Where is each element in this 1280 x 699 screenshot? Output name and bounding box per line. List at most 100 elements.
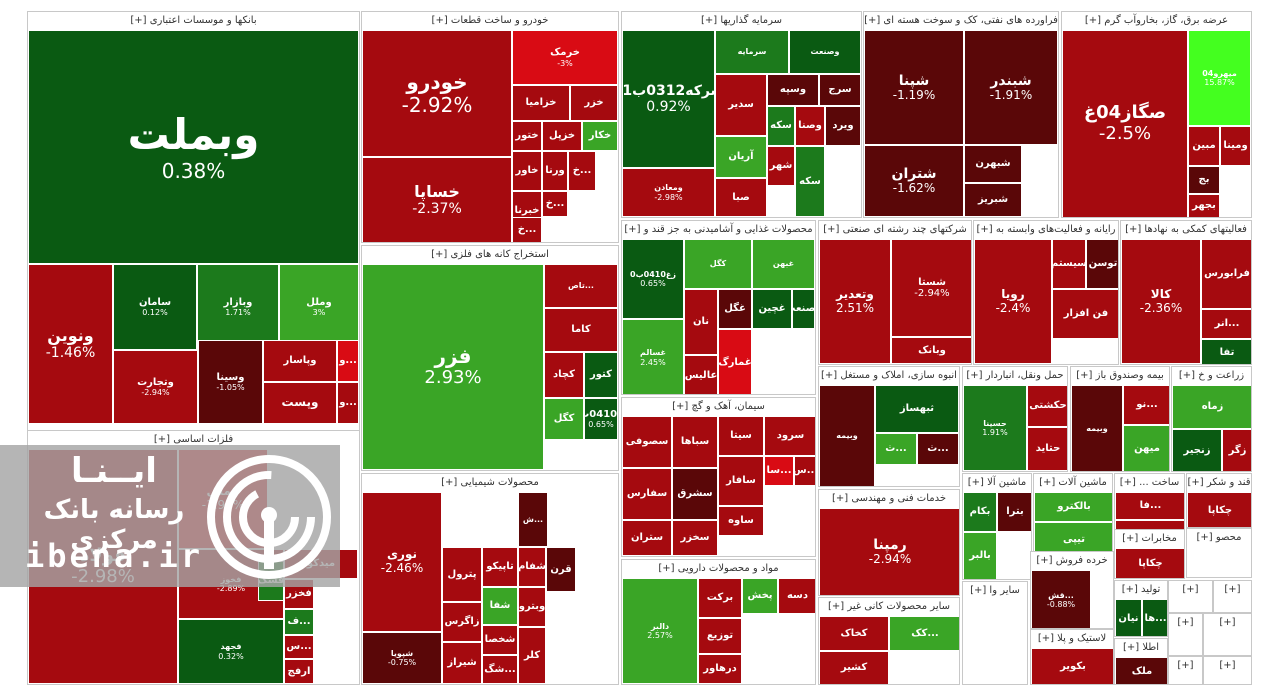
stock-tile-bkhsh[interactable]: پخش — [742, 578, 778, 614]
stock-tile-tapiko[interactable]: تاپیکو — [482, 547, 518, 587]
sector-production[interactable]: تولید [+] نیان ها... — [1114, 580, 1168, 637]
sector-title[interactable]: [+] — [1214, 581, 1251, 599]
stock-tile-frabors[interactable]: فرابورس — [1201, 239, 1251, 309]
stock-tile-kchad[interactable]: کچاد — [544, 352, 584, 398]
sector-s1[interactable]: [+] — [1168, 580, 1213, 613]
stock-tile-anr[interactable]: انر... — [1201, 309, 1251, 339]
stock-tile-nno[interactable]: نو... — [1123, 385, 1169, 425]
stock-tile-vpasar[interactable]: وپاسار — [263, 340, 337, 382]
stock-tile-sita[interactable]: سیتا — [718, 416, 764, 456]
sector-machinery[interactable]: ماشین آلا [+] بکام بترا بالبر — [962, 473, 1032, 580]
sector-s2[interactable]: [+] — [1213, 580, 1252, 613]
stock-tile-vbazar[interactable]: وبازار 1.71% — [197, 264, 279, 350]
sector-multi[interactable]: شرکتهای چند رشته ای صنعتی [+] وتعدیر 2.51%… — [818, 220, 972, 365]
stock-tile-zbjr[interactable]: زنجیر — [1172, 429, 1222, 471]
sector-title[interactable]: فلزات اساسی [+] — [28, 431, 359, 449]
stock-tile-kkhak[interactable]: کخاک — [819, 616, 889, 651]
stock-tile-hsina[interactable]: حسینا 1.91% — [963, 385, 1027, 471]
stock-tile-vmel[interactable]: وملل 3% — [279, 264, 359, 350]
sector-cement[interactable]: سیمان، آهک و گچ [+] سصوفی سفارس ستران سباها س… — [621, 397, 816, 557]
sector-finaux[interactable]: فعالیتهای کمکی به نهادها [+] کالا -2.36% فر… — [1120, 220, 1252, 365]
stock-tile-khch2[interactable]: خ... — [542, 191, 568, 217]
stock-tile-sgaz[interactable]: صگاز04غ -2.5% — [1062, 30, 1188, 217]
stock-tile-chkaba[interactable]: چکاپا — [1187, 492, 1251, 527]
stock-tile-vsan[interactable]: ومعادن -2.98% — [622, 168, 715, 217]
sector-title[interactable]: [+] — [1204, 657, 1251, 675]
stock-tile-sfars[interactable]: سفارس — [622, 468, 672, 520]
stock-tile-shahr[interactable]: شهر — [767, 146, 795, 186]
stock-tile-vanvin[interactable]: ونوین -1.46% — [28, 264, 113, 424]
stock-tile-kgl[interactable]: کگل — [684, 239, 752, 289]
stock-tile-shbndr[interactable]: شبندر -1.91% — [964, 30, 1058, 145]
stock-tile-khazamya[interactable]: خزامیا — [512, 85, 570, 121]
stock-tile-sshrq[interactable]: سشرق — [672, 468, 718, 520]
stock-tile-shkhsa[interactable]: شخصا — [482, 625, 518, 655]
stock-tile-bkam[interactable]: بکام — [963, 492, 997, 532]
stock-tile-khtor[interactable]: ختور — [512, 121, 542, 151]
sector-title[interactable]: محصولات شیمیایی [+] — [362, 474, 618, 492]
sector-s5[interactable]: [+] — [1168, 656, 1203, 685]
sector-title[interactable]: فعالیتهای کمکی به نهادها [+] — [1121, 221, 1251, 239]
stock-tile-vyrd[interactable]: ویرد — [825, 106, 861, 146]
sector-title[interactable]: [+] — [1204, 614, 1251, 632]
sector-title[interactable]: اطلا [+] — [1115, 639, 1167, 657]
stock-tile-vrna[interactable]: ورنا — [542, 151, 568, 191]
stock-tile-btra[interactable]: بترا — [997, 492, 1031, 532]
stock-tile-seke[interactable]: سکه — [767, 106, 795, 146]
stock-tile-klr[interactable]: کلر — [518, 627, 546, 684]
stock-tile-vsna[interactable]: وصنا — [795, 106, 825, 146]
sector-title[interactable]: سیمان، آهک و گچ [+] — [622, 398, 815, 416]
stock-tile-sro[interactable]: سرود — [764, 416, 815, 456]
stock-tile-vbimh[interactable]: وبیمه — [1071, 385, 1123, 471]
sector-title[interactable]: [+] — [1169, 657, 1202, 675]
stock-tile-vsarmayeh[interactable]: سرمایه — [715, 30, 789, 74]
sector-title[interactable]: سایر محصولات کانی غیر [+] — [819, 598, 959, 616]
sector-title[interactable]: استخراج کانه های فلزی [+] — [362, 246, 618, 264]
sector-title[interactable]: بانکها و موسسات اعتباری [+] — [28, 12, 359, 30]
stock-tile-brkt[interactable]: برکت — [698, 578, 742, 618]
stock-tile-bjhr[interactable]: بجهر — [1188, 194, 1220, 217]
stock-tile-samayan[interactable]: سامان 0.12% — [113, 264, 197, 350]
stock-tile-hkshti[interactable]: حکشتی — [1027, 385, 1067, 427]
stock-tile-ska[interactable]: سا... — [764, 456, 794, 486]
stock-tile-vbank2[interactable]: و... — [337, 382, 359, 424]
stock-tile-vmina[interactable]: ومینا — [1220, 126, 1251, 166]
stock-tile-mlk[interactable]: ملک — [1115, 657, 1167, 684]
stock-tile-shsh[interactable]: ش... — [518, 492, 548, 547]
stock-tile-khazar[interactable]: خزر — [570, 85, 618, 121]
sector-s6[interactable]: [+] — [1203, 656, 1252, 685]
stock-tile-zagros[interactable]: زاگرس — [442, 602, 482, 642]
stock-tile-fs[interactable]: ف... — [284, 609, 314, 635]
stock-tile-vbank1[interactable]: و... — [337, 340, 359, 382]
stock-tile-zgr[interactable]: زگر — [1222, 429, 1251, 471]
stock-tile-vtejarat[interactable]: وتجارت -2.94% — [113, 350, 198, 424]
sector-sugar[interactable]: قند و شکر [+] چکاپا — [1186, 473, 1252, 528]
sector-plastic[interactable]: لاستیک و پلا [+] بکویر — [1030, 629, 1114, 685]
stock-tile-sabah[interactable]: صبا — [715, 178, 767, 217]
stock-tile-fa[interactable]: فا... — [1115, 492, 1184, 520]
stock-tile-svh[interactable]: ساوه — [718, 506, 764, 536]
stock-tile-khzpl[interactable]: خزپل — [542, 121, 582, 151]
stock-tile-zmaeh[interactable]: زماه — [1172, 385, 1251, 429]
stock-tile-gbh[interactable]: غبهن — [752, 239, 815, 289]
sector-retail[interactable]: خرده فروش [+] قش... -0.88% — [1030, 551, 1114, 629]
stock-tile-drhvr[interactable]: درهاور — [698, 654, 742, 684]
sector-title[interactable]: خودرو و ساخت قطعات [+] — [362, 12, 618, 30]
sector-auto[interactable]: خودرو و ساخت قطعات [+] خودرو -2.92% خساپا -2… — [361, 11, 619, 243]
sector-title[interactable]: ساخت ... [+] — [1115, 474, 1184, 492]
sector-title[interactable]: زراعت و خ [+] — [1172, 367, 1251, 385]
stock-tile-tfa[interactable]: تفا — [1201, 339, 1251, 364]
stock-tile-sreke[interactable]: سرکه0312ب010.92% — [622, 30, 715, 168]
stock-tile-vsaye[interactable]: وسپه — [767, 74, 819, 106]
stock-tile-gmrg[interactable]: غمارگ — [718, 329, 752, 394]
stock-tile-sufi[interactable]: سصوفی — [622, 416, 672, 468]
stock-tile-tvsn[interactable]: توسن — [1086, 239, 1118, 289]
sector-textile[interactable]: محصو [+] — [1186, 528, 1252, 578]
stock-tile-khavar[interactable]: خاور — [512, 151, 542, 191]
sector-title[interactable]: خرده فروش [+] — [1031, 552, 1113, 570]
stock-tile-sarmy[interactable]: س... — [284, 635, 314, 659]
stock-tile-fazr[interactable]: فزر 2.93% — [362, 264, 544, 470]
stock-tile-vbmellat[interactable]: وبملت 0.38% — [28, 30, 359, 264]
stock-tile-htid[interactable]: حتاید — [1027, 427, 1067, 471]
